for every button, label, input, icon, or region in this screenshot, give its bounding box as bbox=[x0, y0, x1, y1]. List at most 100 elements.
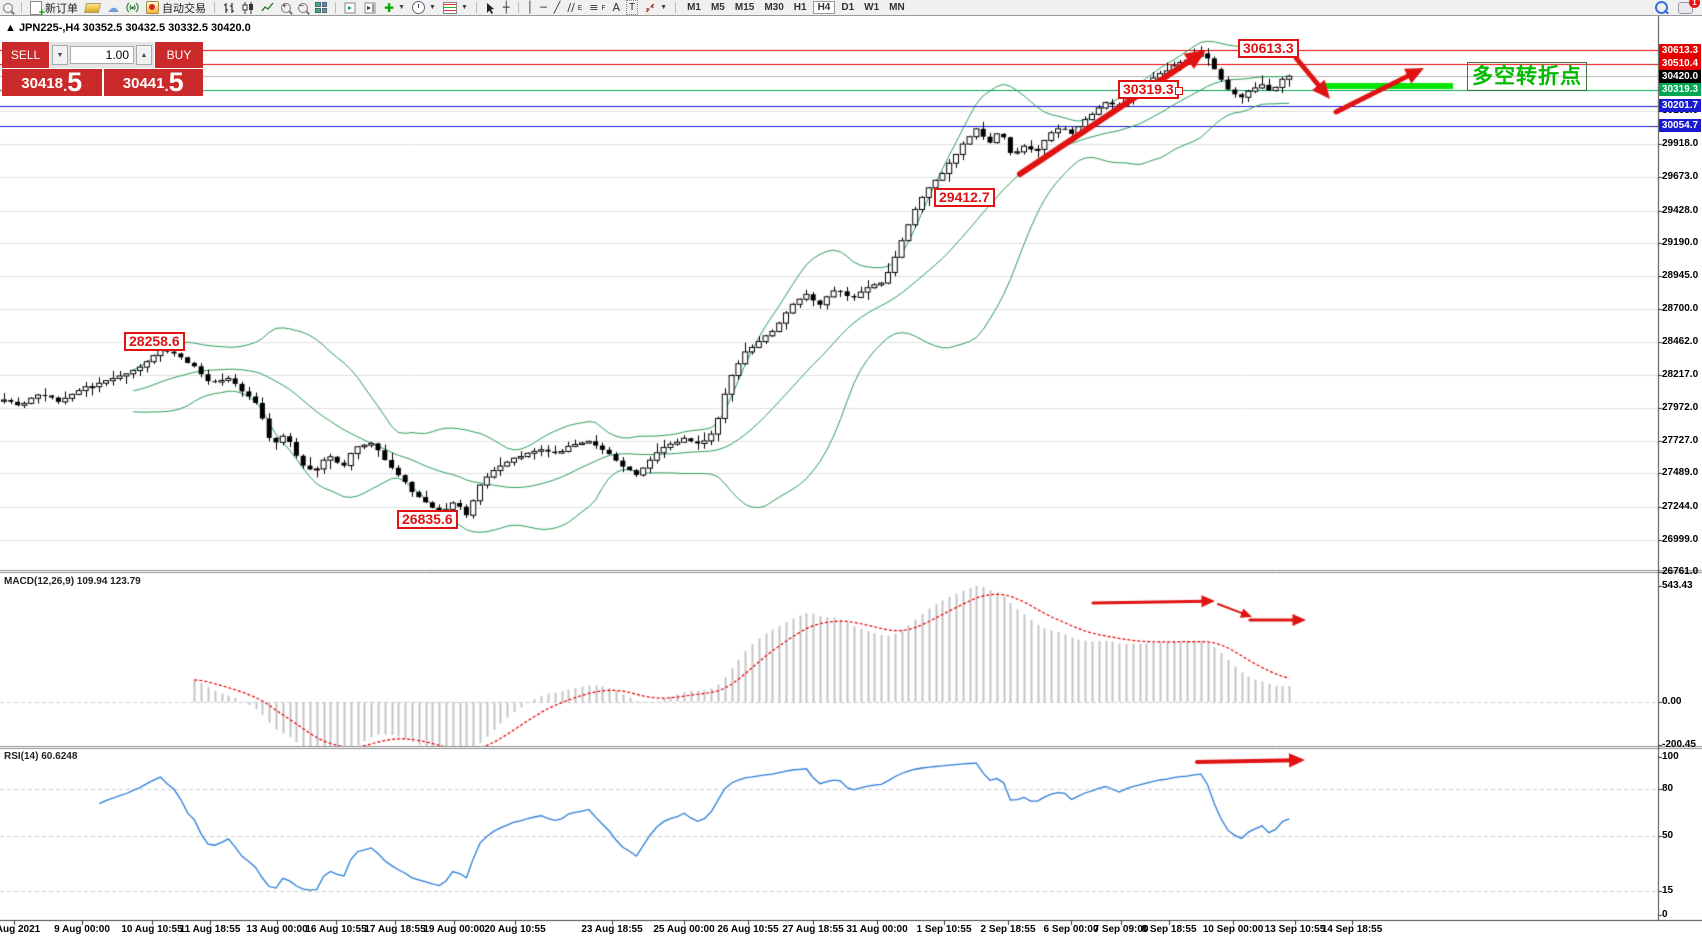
toolbar: 新订单 ☁ 自动交易 + − ✚▼ ▼ ▼ ┼ │ ─ ╱ ∕∕E ≡F A T… bbox=[0, 0, 1702, 18]
cloud-icon[interactable]: ☁ bbox=[107, 0, 119, 15]
autotrade-label: 自动交易 bbox=[162, 2, 206, 15]
templates-icon[interactable]: ▼ bbox=[442, 1, 469, 14]
turning-point-annotation[interactable]: 多空转折点 bbox=[1467, 62, 1587, 91]
time-axis-label: 19 Aug 00:00 bbox=[423, 924, 485, 935]
timeframe-mn[interactable]: MN bbox=[889, 2, 905, 13]
volume-increase-button[interactable]: ▲ bbox=[136, 45, 152, 65]
styler-icon[interactable] bbox=[83, 1, 102, 14]
timeframe-h1[interactable]: H1 bbox=[793, 2, 807, 13]
tile-windows-icon[interactable] bbox=[314, 1, 328, 14]
time-axis-label: 9 Aug 00:00 bbox=[54, 924, 110, 935]
new-order-button[interactable]: 新订单 bbox=[29, 0, 79, 18]
line-chart-icon[interactable] bbox=[260, 1, 275, 14]
symbol-header: ▲ JPN225-,H4 30352.5 30432.5 30332.5 304… bbox=[5, 22, 251, 34]
price-level-label: 30201.7 bbox=[1659, 99, 1701, 113]
price-callout[interactable]: 30319.3 bbox=[1118, 80, 1183, 99]
volume-input[interactable]: 1.00 bbox=[70, 46, 134, 64]
macd-axis-label: 0.00 bbox=[1662, 696, 1682, 707]
zoom-in-icon[interactable]: + bbox=[280, 1, 292, 14]
price-tick-label: 26999.0 bbox=[1662, 533, 1699, 545]
buy-price-dot: . bbox=[164, 78, 169, 95]
timeframe-w1[interactable]: W1 bbox=[864, 2, 880, 13]
macd-label: MACD(12,26,9) 109.94 123.79 bbox=[4, 576, 141, 587]
rsi-label: RSI(14) 60.6248 bbox=[4, 751, 78, 762]
price-tick-label: 29190.0 bbox=[1662, 236, 1699, 248]
toolbar-separator bbox=[335, 2, 336, 13]
arrows-icon[interactable]: ▼ bbox=[643, 1, 668, 14]
time-axis-label: 25 Aug 00:00 bbox=[653, 924, 715, 935]
time-axis-label: 1 Sep 10:55 bbox=[916, 924, 972, 935]
timeframe-h4[interactable]: H4 bbox=[812, 1, 836, 14]
time-axis-label: 23 Aug 18:55 bbox=[581, 924, 643, 935]
fibonacci-icon[interactable]: ≡ F bbox=[589, 1, 606, 14]
auto-scroll-icon[interactable] bbox=[343, 1, 358, 14]
price-tick-label: 29673.0 bbox=[1662, 171, 1699, 183]
sell-price-fraction: 5 bbox=[67, 67, 83, 97]
timeframe-m15[interactable]: M15 bbox=[734, 2, 755, 13]
zoom-out-icon[interactable]: − bbox=[297, 1, 309, 14]
price-callout[interactable]: 29412.7 bbox=[934, 188, 995, 207]
price-tick-label: 28945.0 bbox=[1662, 270, 1699, 282]
toolbar-separator bbox=[475, 2, 477, 13]
indicators-icon[interactable]: ✚ ▼ bbox=[384, 0, 405, 15]
trendline-icon[interactable]: ╱ bbox=[553, 1, 561, 14]
sell-price[interactable]: 30418. 5 bbox=[2, 69, 102, 96]
macd-axis-label: 543.43 bbox=[1662, 580, 1693, 591]
price-tick-label: 28462.0 bbox=[1662, 335, 1699, 347]
time-axis-label: 31 Aug 00:00 bbox=[846, 924, 908, 935]
buy-price[interactable]: 30441. 5 bbox=[103, 69, 203, 96]
price-callout[interactable]: 28258.6 bbox=[124, 332, 185, 351]
callout-anchor bbox=[1174, 87, 1183, 95]
rsi-axis-label: 80 bbox=[1662, 782, 1674, 794]
sell-price-main: 30418 bbox=[21, 75, 63, 92]
rsi-axis-label: 0 bbox=[1662, 909, 1668, 920]
macd-axis-label: -200.45 bbox=[1662, 738, 1696, 750]
price-level-label: 30319.3 bbox=[1659, 83, 1701, 97]
text-icon[interactable]: A bbox=[612, 1, 621, 14]
timeframe-m5[interactable]: M5 bbox=[710, 2, 725, 13]
price-callout[interactable]: 30613.3 bbox=[1238, 39, 1299, 58]
chat-icon[interactable]: 1 bbox=[1677, 0, 1700, 14]
volume-stepper: ▼ 1.00 ▲ bbox=[50, 42, 154, 68]
rsi-axis-label: 100 bbox=[1662, 751, 1679, 762]
periods-icon[interactable]: ▼ bbox=[411, 1, 437, 14]
partial-chart-icon[interactable] bbox=[2, 1, 14, 14]
toolbar-separator bbox=[214, 2, 215, 13]
toolbar-separator bbox=[517, 2, 519, 13]
autotrade-button[interactable]: 自动交易 bbox=[145, 1, 207, 15]
timeframe-d1[interactable]: D1 bbox=[841, 2, 855, 13]
signal-icon[interactable] bbox=[125, 1, 140, 14]
horizontal-line-icon[interactable]: ─ bbox=[540, 1, 547, 14]
time-axis-label: 2 Sep 18:55 bbox=[980, 924, 1036, 935]
time-axis-label: 27 Aug 18:55 bbox=[782, 924, 844, 935]
new-order-icon bbox=[30, 0, 45, 18]
chart-shift-icon[interactable] bbox=[363, 1, 378, 14]
autotrade-icon bbox=[146, 1, 159, 14]
notification-badge: 1 bbox=[1689, 0, 1700, 8]
time-axis-label: 6 Sep 00:00 bbox=[1043, 924, 1099, 935]
new-order-label: 新订单 bbox=[45, 2, 78, 15]
price-callout[interactable]: 26835.6 bbox=[397, 510, 458, 529]
cursor-icon[interactable] bbox=[484, 1, 497, 14]
timeframe-m1[interactable]: M1 bbox=[687, 2, 701, 13]
timeframe-m30[interactable]: M30 bbox=[764, 2, 784, 13]
toolbar-separator bbox=[21, 2, 22, 13]
price-tick-label: 26761.0 bbox=[1662, 566, 1699, 577]
bar-chart-icon[interactable] bbox=[222, 1, 236, 14]
sell-button[interactable]: SELL bbox=[2, 42, 49, 68]
crosshair-icon[interactable]: ┼ bbox=[502, 1, 510, 14]
price-level-label: 30510.4 bbox=[1659, 57, 1701, 71]
buy-button[interactable]: BUY bbox=[155, 42, 203, 68]
volume-decrease-button[interactable]: ▼ bbox=[52, 45, 68, 65]
candlestick-icon[interactable] bbox=[241, 1, 255, 14]
vertical-line-icon[interactable]: │ bbox=[526, 1, 534, 14]
equidistant-channel-icon[interactable]: ∕∕ E bbox=[567, 1, 583, 14]
time-axis-label: 17 Aug 18:55 bbox=[364, 924, 426, 935]
text-label-icon[interactable]: T bbox=[626, 0, 639, 15]
time-axis-label: 10 Aug 10:55 bbox=[121, 924, 183, 935]
time-axis-label: 10 Sep 00:00 bbox=[1202, 924, 1264, 935]
time-axis-label: 5 Aug 2021 bbox=[0, 924, 41, 935]
rsi-axis-label: 50 bbox=[1662, 830, 1674, 841]
search-icon[interactable] bbox=[1654, 1, 1669, 14]
